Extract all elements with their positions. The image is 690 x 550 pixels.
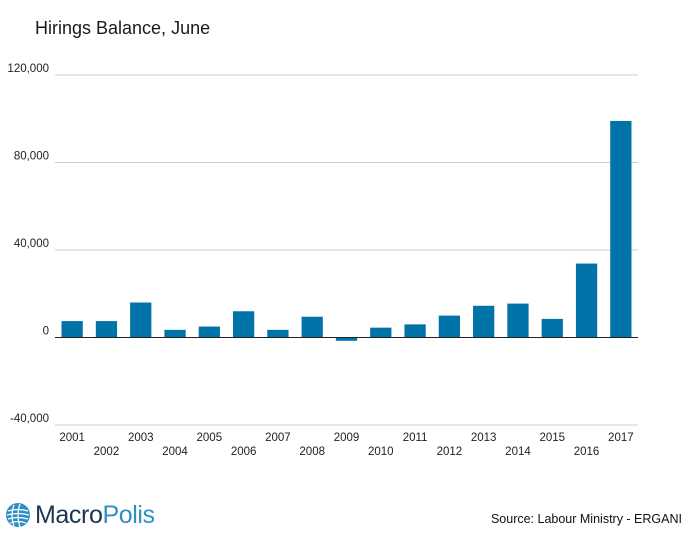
x-tick-label: 2012	[437, 446, 463, 458]
bar-2007	[267, 329, 289, 338]
x-tick-label: 2001	[59, 432, 85, 444]
y-tick-label: 40,000	[14, 238, 49, 250]
x-tick-label: 2004	[162, 446, 188, 458]
bars	[61, 120, 632, 341]
x-tick-label: 2007	[265, 432, 291, 444]
bar-2003	[130, 302, 152, 338]
bar-2015	[541, 318, 563, 338]
bar-2016	[575, 263, 598, 338]
chart-title: Hirings Balance, June	[35, 18, 211, 38]
x-tick-label: 2002	[94, 446, 120, 458]
bar-2005	[198, 326, 220, 338]
gridlines	[55, 74, 638, 426]
bar-2014	[507, 303, 529, 338]
globe-icon	[6, 503, 30, 528]
bar-2002	[95, 321, 118, 338]
bar-2012	[438, 315, 461, 338]
x-tick-label: 2011	[403, 432, 428, 444]
bar-2011	[404, 324, 426, 338]
bar-2008	[301, 316, 323, 338]
x-tick-label: 2010	[368, 446, 394, 458]
x-tick-label: 2009	[334, 432, 360, 444]
source-note: Source: Labour Ministry - ERGANI	[490, 512, 682, 526]
x-tick-label: 2016	[574, 446, 600, 458]
bar-2009	[335, 337, 358, 341]
bar-chart: -40,000 0 40,000 80,000 120,000 2001 2002 2003 2…	[7, 63, 638, 458]
y-tick-label: 120,000	[7, 63, 49, 75]
x-tick-label: 2014	[505, 446, 531, 458]
bar-2001	[61, 321, 83, 338]
bar-2013	[473, 305, 495, 338]
x-tick-label: 2017	[608, 432, 634, 444]
bar-2017	[610, 120, 632, 338]
x-tick-label: 2015	[539, 432, 565, 444]
macropolis-logo: MacroPolis	[5, 500, 155, 530]
x-tick-label: 2003	[128, 432, 154, 444]
logo-text: MacroPolis	[35, 500, 155, 529]
y-tick-label: 80,000	[14, 151, 49, 163]
bar-2010	[370, 327, 392, 338]
tick-labels: -40,000 0 40,000 80,000 120,000 2001 2002 2003 2…	[7, 63, 633, 458]
x-tick-label: 2006	[231, 446, 257, 458]
bar-2004	[164, 329, 186, 338]
bar-2006	[232, 311, 255, 338]
x-tick-label: 2005	[197, 432, 223, 444]
x-tick-label: 2008	[299, 446, 325, 458]
y-tick-label: -40,000	[10, 413, 49, 425]
y-tick-label: 0	[43, 326, 49, 338]
x-tick-label: 2013	[471, 432, 497, 444]
